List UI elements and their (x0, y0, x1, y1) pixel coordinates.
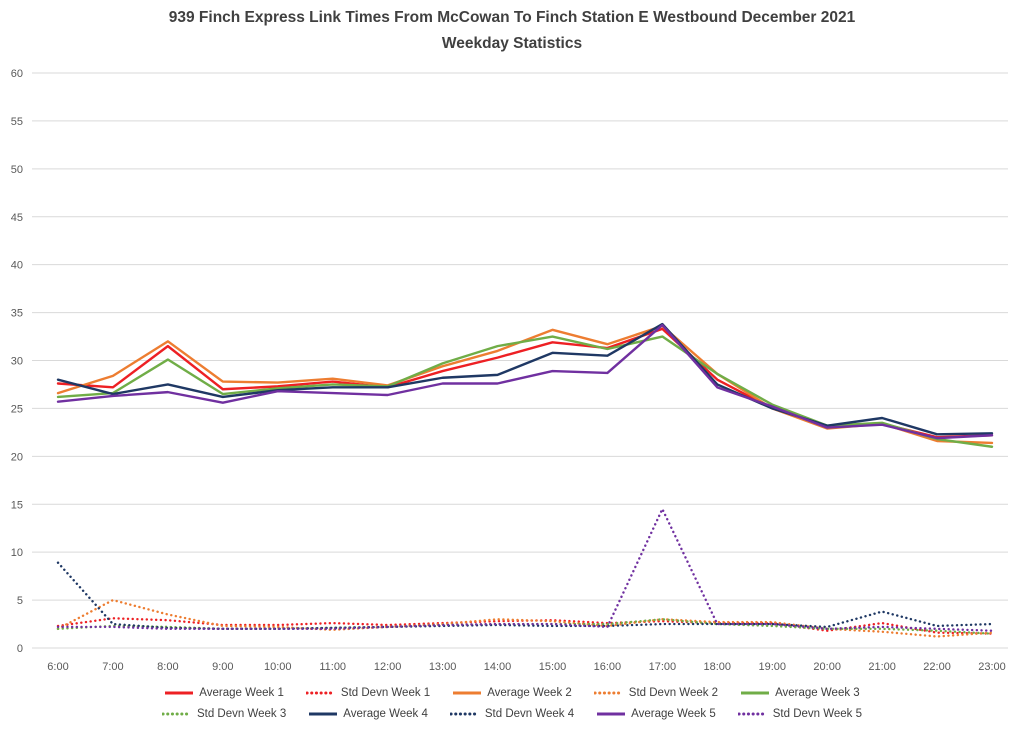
x-tick-label: 12:00 (374, 661, 402, 673)
legend-swatch-average-week-2 (453, 691, 482, 695)
chart-plot-area: 0 5 10 15 20 25 30 35 40 45 50 55 60 6:00 7:00 8:00 9:00… (11, 68, 1008, 673)
series-line-average-week-4 (56, 322, 994, 436)
legend-item-std-devn-week-2: Std Devn Week 2 (583, 687, 729, 699)
x-tick-label: 10:00 (264, 661, 292, 673)
y-tick-label: 55 (11, 116, 23, 128)
y-tick-label: 15 (11, 499, 23, 511)
series-line-std-devn-week-2 (56, 598, 994, 638)
legend-swatch-average-week-5 (597, 712, 626, 716)
legend-swatch-std-devn-week-2 (593, 691, 624, 695)
x-tick-label: 16:00 (594, 661, 622, 673)
y-tick-label: 45 (11, 212, 23, 224)
chart-title-block: 939 Finch Express Link Times From McCowa… (0, 5, 1024, 57)
y-tick-label: 30 (11, 356, 23, 368)
legend-item-average-week-2: Average Week 2 (441, 687, 583, 699)
legend-swatch-std-devn-week-5 (737, 712, 768, 716)
legend-swatch-average-week-3 (741, 691, 770, 695)
x-tick-label: 19:00 (758, 661, 786, 673)
legend-swatch-std-devn-week-4 (449, 712, 480, 716)
series-line-std-devn-week-5 (56, 506, 994, 632)
legend-label: Std Devn Week 5 (772, 708, 863, 720)
legend-item-std-devn-week-4: Std Devn Week 4 (439, 708, 585, 720)
y-tick-label: 5 (17, 595, 23, 607)
legend-label: Std Devn Week 3 (196, 708, 287, 720)
series-line-average-week-1 (56, 327, 994, 439)
legend-label: Average Week 2 (487, 687, 572, 699)
legend-label: Average Week 1 (199, 687, 284, 699)
legend-label: Average Week 3 (775, 687, 860, 699)
x-tick-label: 23:00 (978, 661, 1006, 673)
x-tick-label: 17:00 (649, 661, 677, 673)
x-tick-label: 11:00 (319, 661, 346, 673)
legend-label: Std Devn Week 1 (340, 687, 431, 699)
series-line-average-week-5 (56, 323, 994, 440)
y-tick-label: 60 (11, 68, 23, 80)
chart-subtitle: Weekday Statistics (441, 35, 583, 52)
x-tick-label: 18:00 (704, 661, 732, 673)
x-tick-label: 8:00 (157, 661, 178, 673)
x-tick-label: 14:00 (484, 661, 512, 673)
series-line-std-devn-week-4 (56, 561, 994, 631)
legend-swatch-std-devn-week-3 (161, 712, 192, 716)
legend-swatch-average-week-4 (309, 712, 338, 716)
legend-item-std-devn-week-5: Std Devn Week 5 (727, 708, 873, 720)
legend-item-average-week-3: Average Week 3 (729, 687, 871, 699)
y-tick-label: 35 (11, 308, 23, 320)
legend-item-average-week-5: Average Week 5 (585, 708, 727, 720)
x-tick-label: 9:00 (212, 661, 233, 673)
y-tick-label: 20 (11, 451, 23, 463)
x-tick-label: 22:00 (923, 661, 951, 673)
x-tick-label: 21:00 (868, 661, 896, 673)
legend-label: Average Week 4 (343, 708, 428, 720)
legend-item-average-week-1: Average Week 1 (153, 687, 295, 699)
chart-title: 939 Finch Express Link Times From McCowa… (168, 9, 856, 26)
y-tick-label: 0 (17, 643, 23, 655)
legend-label: Average Week 5 (631, 708, 716, 720)
y-tick-label: 50 (11, 164, 23, 176)
legend-item-std-devn-week-1: Std Devn Week 1 (295, 687, 441, 699)
legend-item-average-week-4: Average Week 4 (297, 708, 439, 720)
x-tick-label: 15:00 (539, 661, 567, 673)
legend-label: Std Devn Week 4 (484, 708, 575, 720)
x-tick-label: 7:00 (102, 661, 123, 673)
legend-label: Std Devn Week 2 (628, 687, 719, 699)
x-tick-label: 6:00 (47, 661, 68, 673)
x-tick-label: 13:00 (429, 661, 457, 673)
legend-item-std-devn-week-3: Std Devn Week 3 (151, 708, 297, 720)
y-tick-label: 25 (11, 403, 23, 415)
legend-swatch-average-week-1 (165, 691, 194, 695)
y-tick-label: 40 (11, 260, 23, 272)
x-tick-label: 20:00 (813, 661, 841, 673)
y-tick-label: 10 (11, 547, 23, 559)
chart-legend: Average Week 1 Std Devn Week 1 Average Wee… (112, 687, 912, 720)
legend-swatch-std-devn-week-1 (305, 691, 336, 695)
